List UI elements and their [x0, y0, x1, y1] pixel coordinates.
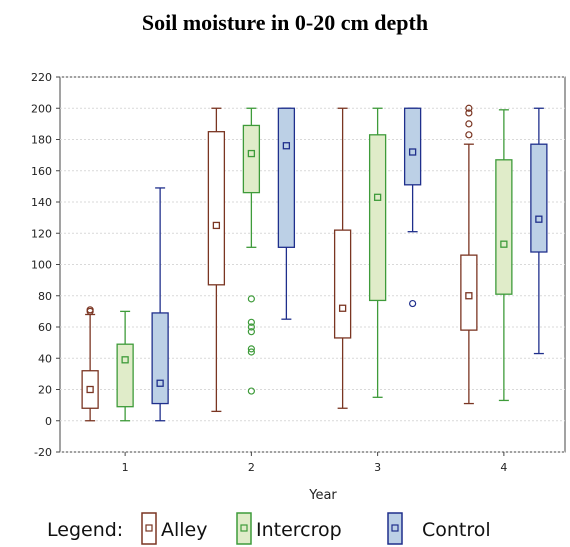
y-tick-label: -20 — [34, 446, 52, 459]
y-axis: -20 0 20 40 60 80 100 120 140 160 180 200 220 — [31, 71, 60, 459]
median-marker — [500, 240, 508, 248]
legend-label-intercrop: Intercrop — [256, 519, 342, 541]
iqr-box — [530, 143, 548, 253]
iqr-box — [333, 229, 352, 339]
median-marker — [212, 221, 221, 230]
median-marker — [156, 379, 164, 387]
y-tick-label: 200 — [31, 102, 52, 115]
outlier-point — [247, 345, 255, 353]
y-tick-label: 80 — [38, 290, 52, 303]
series-control — [151, 107, 548, 422]
x-tick-label: 3 — [374, 461, 381, 474]
iqr-box — [368, 134, 387, 302]
legend-label-control: Control — [422, 519, 491, 541]
outlier-point — [247, 295, 255, 303]
series-intercrop — [116, 107, 513, 422]
outlier-point — [465, 120, 473, 128]
legend-label-alley: Alley — [161, 519, 208, 541]
outlier-point — [409, 299, 417, 308]
y-tick-label: 220 — [31, 71, 52, 84]
x-tick-label: 1 — [122, 461, 129, 474]
legend: Legend: Alley Intercrop Control — [47, 512, 491, 545]
median-marker — [373, 193, 382, 201]
median-marker — [282, 142, 291, 150]
median-marker — [338, 304, 347, 312]
median-marker — [86, 385, 94, 394]
x-axis-label: Year — [308, 488, 337, 503]
outlier-point — [465, 109, 473, 117]
series-alley — [81, 104, 478, 422]
iqr-box — [81, 370, 99, 409]
outlier-point — [247, 318, 255, 326]
y-tick-label: 120 — [31, 227, 52, 240]
x-tick-label: 2 — [248, 461, 255, 474]
legend-marker-intercrop — [240, 524, 248, 532]
iqr-box — [403, 107, 422, 186]
median-marker — [535, 215, 543, 223]
grid-lines — [60, 76, 565, 453]
y-tick-label: 0 — [45, 415, 52, 428]
iqr-box — [116, 343, 134, 408]
median-marker — [465, 292, 473, 300]
outlier-point — [247, 387, 255, 395]
median-marker — [121, 356, 129, 364]
x-tick-label: 4 — [500, 461, 507, 474]
x-axis: 1 2 3 4 — [122, 452, 507, 474]
y-tick-label: 20 — [38, 384, 52, 397]
outlier-point — [247, 323, 255, 331]
outlier-point — [86, 306, 94, 314]
box-series — [81, 104, 548, 422]
y-tick-label: 160 — [31, 165, 52, 178]
y-tick-label: 180 — [31, 134, 52, 147]
legend-marker-control — [391, 524, 399, 532]
median-marker — [408, 148, 417, 156]
iqr-box — [495, 159, 513, 295]
iqr-box — [277, 107, 296, 248]
legend-swatch-alley — [141, 512, 157, 545]
median-marker — [247, 149, 256, 158]
legend-swatch-intercrop — [236, 512, 252, 545]
y-tick-label: 140 — [31, 196, 52, 209]
legend-swatch-control — [387, 512, 403, 545]
iqr-box — [207, 131, 226, 286]
y-tick-label: 100 — [31, 259, 52, 272]
legend-marker-alley — [145, 524, 153, 532]
iqr-box — [242, 124, 261, 194]
outlier-point — [247, 328, 255, 336]
outlier-point — [247, 348, 255, 356]
y-tick-label: 40 — [38, 352, 52, 365]
iqr-box — [151, 312, 169, 405]
outlier-point — [465, 104, 473, 112]
y-tick-label: 60 — [38, 321, 52, 334]
legend-title: Legend: — [47, 519, 123, 541]
outlier-point — [465, 131, 473, 139]
chart-title: Soil moisture in 0-20 cm depth — [141, 10, 429, 35]
